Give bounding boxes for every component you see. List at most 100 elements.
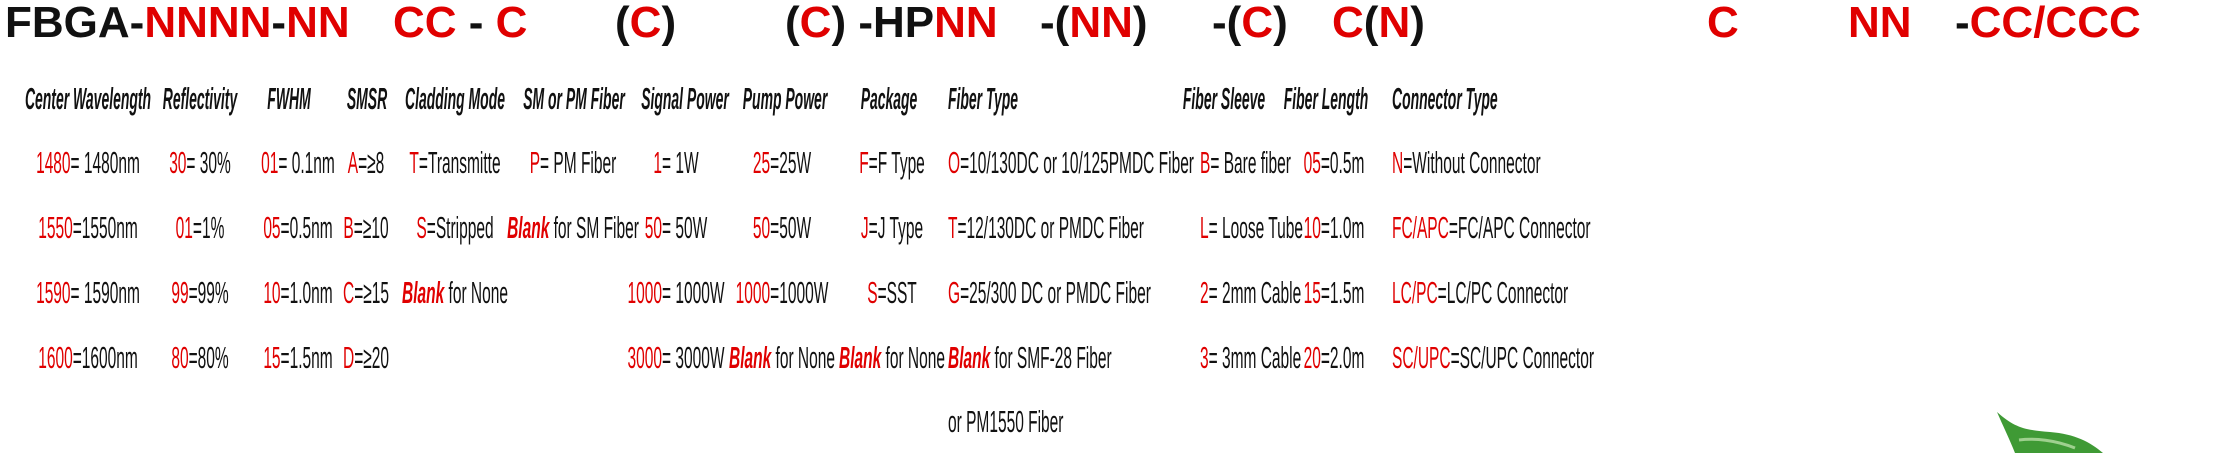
- option-description: = 3mm Cable: [1208, 340, 1302, 375]
- option-item: 1000= 1000W: [628, 274, 725, 312]
- option-description: =0.5nm: [280, 210, 333, 245]
- option-code: 50: [752, 210, 771, 245]
- option-item: 1= 1W: [653, 144, 698, 182]
- option-code: 80: [171, 340, 189, 375]
- option-item: B=≥10: [343, 209, 388, 247]
- code-placeholder: NN: [1069, 0, 1133, 47]
- option-item: 50=50W: [753, 209, 811, 247]
- code-literal: ): [661, 0, 677, 47]
- option-description: =≥20: [354, 340, 389, 375]
- option-item: 80=80%: [171, 339, 228, 377]
- option-description: =FC/APC Connector: [1448, 210, 1591, 245]
- leaf-icon: [1997, 412, 2103, 453]
- code-literal: -(: [1212, 0, 1242, 47]
- option-description: =1%: [192, 210, 225, 245]
- option-item: 15=1.5nm: [263, 339, 332, 377]
- column-header: Pump Power: [742, 81, 828, 116]
- code-literal: FBGA-: [5, 0, 145, 47]
- option-description: =Stripped: [426, 210, 494, 245]
- option-description: =80%: [188, 340, 229, 375]
- option-item: 10=1.0nm: [263, 274, 332, 312]
- option-code: 10: [1303, 210, 1321, 245]
- option-code: 01: [261, 145, 279, 180]
- option-item: S=SST: [867, 274, 917, 312]
- code-placeholder: NN: [286, 0, 350, 47]
- option-item: 05=0.5nm: [263, 209, 332, 247]
- option-code: P: [529, 145, 541, 180]
- column-header: Signal Power: [641, 81, 729, 116]
- option-item: Blank for SM Fiber: [507, 209, 639, 247]
- option-item: 15=1.5m: [1304, 274, 1365, 312]
- option-code: T: [948, 210, 958, 245]
- option-description: =SST: [877, 275, 917, 310]
- column-header: Package: [860, 81, 918, 116]
- option-description: =Without Connector: [1403, 145, 1541, 180]
- option-item: 01=1%: [176, 209, 225, 247]
- option-description: =1.0nm: [280, 275, 333, 310]
- column-header: Connector Type: [1392, 81, 1498, 116]
- option-item: G=25/300 DC or PMDC Fiber: [948, 274, 1151, 312]
- code-segment: (C) -HPNN: [785, 0, 998, 46]
- column-header: FWHM: [267, 81, 311, 116]
- option-code: 1600: [38, 340, 73, 375]
- option-description: =F Type: [868, 145, 925, 180]
- option-description: for SM Fiber: [549, 210, 639, 245]
- code-segment: C: [1707, 0, 1739, 46]
- code-placeholder: NN: [934, 0, 998, 47]
- option-description: =0.5m: [1320, 145, 1365, 180]
- option-code: 20: [1303, 340, 1321, 375]
- option-description: =1600nm: [72, 340, 138, 375]
- option-code: T: [409, 145, 419, 180]
- column-header: Center Wavelength: [24, 81, 152, 116]
- code-literal: (: [785, 0, 800, 47]
- option-description: =50W: [770, 210, 812, 245]
- code-literal: -: [271, 0, 287, 47]
- code-placeholder: N: [1378, 0, 1411, 47]
- code-segment: -(C): [1212, 0, 1288, 46]
- option-item: 1600=1600nm: [38, 339, 138, 377]
- option-code: 15: [1303, 275, 1321, 310]
- option-code: 1000: [735, 275, 771, 310]
- option-item: Blank for None: [402, 274, 508, 312]
- option-description: =12/130DC or PMDC Fiber: [957, 210, 1144, 245]
- option-description: =≥10: [353, 210, 389, 245]
- option-item: 01= 0.1nm: [261, 144, 335, 182]
- code-literal: ): [1273, 0, 1288, 47]
- column-header: Fiber Sleeve: [1182, 81, 1266, 116]
- code-placeholder: CC: [393, 0, 457, 47]
- option-code: 99: [171, 275, 189, 310]
- option-item: Blank for SMF-28 Fiber: [948, 339, 1112, 377]
- option-code: 2: [1200, 275, 1209, 310]
- option-code: S: [416, 210, 427, 245]
- option-description: = 1480nm: [70, 145, 140, 180]
- option-code: 10: [263, 275, 281, 310]
- option-item: J=J Type: [861, 209, 923, 247]
- option-code: 1: [653, 145, 663, 180]
- option-description: = 1000W: [662, 275, 725, 310]
- option-code: 50: [644, 210, 663, 245]
- option-description: =LC/PC Connector: [1437, 275, 1569, 310]
- column-header: Fiber Length: [1283, 81, 1369, 116]
- option-item: 2= 2mm Cable: [1200, 274, 1301, 312]
- option-description: =Transmitte: [418, 145, 501, 180]
- option-code: Blank: [402, 275, 445, 310]
- code-literal: ): [1132, 0, 1148, 47]
- code-segment: NN: [1848, 0, 1912, 46]
- column-header: Cladding Mode: [405, 81, 505, 116]
- option-description: = 50W: [662, 210, 708, 245]
- option-description: =25/300 DC or PMDC Fiber: [960, 275, 1151, 310]
- option-item: or PM1550 Fiber: [948, 403, 1063, 441]
- code-segment: C(N): [1332, 0, 1425, 46]
- option-description: for None: [771, 340, 835, 375]
- option-item: O=10/130DC or 10/125PMDC Fiber: [948, 144, 1194, 182]
- option-description: = 30%: [186, 145, 231, 180]
- option-code: Blank: [507, 210, 550, 245]
- code-placeholder: C: [1707, 0, 1739, 47]
- option-code: 25: [752, 145, 771, 180]
- option-description: = PM Fiber: [540, 145, 617, 180]
- column-header: Fiber Type: [948, 81, 1019, 116]
- option-item: 3000= 3000W: [628, 339, 725, 377]
- code-literal: ) -HP: [831, 0, 935, 47]
- option-description: =1.5nm: [280, 340, 333, 375]
- option-description: =1.0m: [1320, 210, 1365, 245]
